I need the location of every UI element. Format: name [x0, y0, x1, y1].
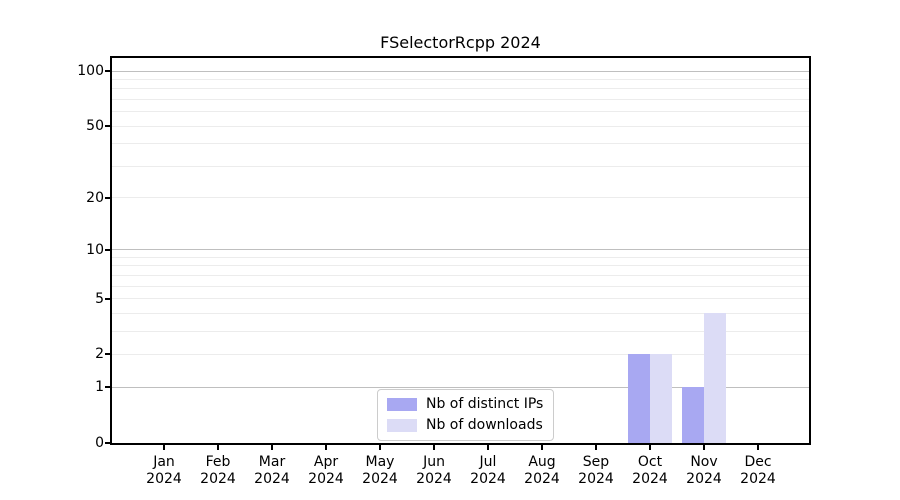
x-tick-label: Aug 2024	[500, 454, 584, 487]
x-tick	[487, 445, 489, 450]
y-tick	[105, 442, 110, 444]
x-tick	[325, 445, 327, 450]
y-minor-gridline	[112, 274, 809, 276]
legend-item-downloads: Nb of downloads	[387, 417, 543, 434]
x-tick-month: Aug	[528, 454, 556, 470]
x-tick-month: Mar	[258, 454, 286, 470]
y-minor-gridline	[112, 353, 809, 355]
legend: Nb of distinct IPs Nb of downloads	[377, 389, 555, 441]
x-tick-year: 2024	[416, 470, 452, 487]
y-tick-label: 50	[86, 118, 104, 135]
y-minor-gridline	[112, 298, 809, 300]
x-tick	[703, 445, 705, 450]
bar-downloads	[650, 354, 672, 443]
x-tick-month: Jul	[479, 454, 497, 470]
y-tick-label: 2	[95, 346, 104, 363]
x-tick-year: 2024	[524, 470, 560, 487]
y-minor-gridline	[112, 197, 809, 199]
y-minor-gridline	[112, 143, 809, 145]
x-tick-year: 2024	[146, 470, 182, 487]
y-tick-label: 10	[86, 241, 104, 258]
y-minor-gridline	[112, 285, 809, 287]
x-tick-month: Sep	[582, 454, 610, 470]
x-tick-year: 2024	[686, 470, 722, 487]
y-minor-gridline	[112, 330, 809, 332]
y-minor-gridline	[112, 79, 809, 81]
y-tick	[105, 196, 110, 199]
y-minor-gridline	[112, 99, 809, 101]
x-tick-year: 2024	[200, 470, 236, 487]
x-tick-label: Sep 2024	[554, 454, 638, 487]
y-tick	[105, 386, 110, 389]
y-minor-gridline	[112, 265, 809, 267]
y-tick-label: 0	[95, 435, 104, 451]
x-tick	[217, 445, 219, 450]
y-minor-gridline	[112, 125, 809, 127]
x-tick-year: 2024	[740, 470, 776, 487]
y-tick	[105, 248, 110, 251]
y-tick-label: 5	[95, 290, 104, 307]
plot-area: Nb of distinct IPs Nb of downloads	[112, 58, 809, 443]
y-tick-label: 20	[86, 189, 104, 206]
y-major-gridline	[112, 249, 809, 251]
x-tick	[757, 445, 759, 450]
x-tick	[271, 445, 273, 450]
y-minor-gridline	[112, 88, 809, 90]
y-tick-label: 1	[95, 379, 104, 396]
y-major-gridline	[112, 386, 809, 388]
legend-item-distinct-ips: Nb of distinct IPs	[387, 396, 543, 413]
x-tick-label: Jun 2024	[392, 454, 476, 487]
y-tick	[105, 297, 110, 300]
x-tick-label: Apr 2024	[284, 454, 368, 487]
x-tick-month: Jan	[153, 454, 175, 470]
x-tick-month: Dec	[744, 454, 772, 470]
x-tick	[433, 445, 435, 450]
x-tick-year: 2024	[254, 470, 290, 487]
x-tick-month: Oct	[637, 454, 663, 470]
y-major-gridline	[112, 70, 809, 72]
y-tick	[105, 125, 110, 128]
x-tick-year: 2024	[632, 470, 668, 487]
x-tick-label: Nov 2024	[662, 454, 746, 487]
x-tick	[379, 445, 381, 450]
x-tick-year: 2024	[362, 470, 398, 487]
y-minor-gridline	[112, 111, 809, 113]
x-tick-label: Jul 2024	[446, 454, 530, 487]
y-tick	[105, 70, 110, 73]
bar-distinct-ips	[628, 354, 650, 443]
x-tick	[649, 445, 651, 450]
y-minor-gridline	[112, 257, 809, 258]
bar-downloads	[704, 313, 726, 443]
x-tick-year: 2024	[308, 470, 344, 487]
x-tick-label: Mar 2024	[230, 454, 314, 487]
x-tick-label: May 2024	[338, 454, 422, 487]
x-tick-label: Feb 2024	[176, 454, 260, 487]
x-tick	[541, 445, 543, 450]
x-tick-label: Jan 2024	[122, 454, 206, 487]
x-tick-month: Jun	[423, 454, 445, 470]
x-tick-month: Feb	[205, 454, 231, 470]
legend-label-distinct-ips: Nb of distinct IPs	[426, 396, 544, 412]
y-minor-gridline	[112, 312, 809, 314]
y-tick-label: 100	[77, 63, 104, 80]
legend-swatch-downloads-icon	[387, 419, 417, 432]
x-tick-label: Oct 2024	[608, 454, 692, 487]
x-tick-year: 2024	[578, 470, 614, 487]
x-tick-month: May	[365, 454, 395, 470]
chart-title: FSelectorRcpp 2024	[380, 33, 541, 52]
bar-distinct-ips	[682, 387, 704, 443]
y-minor-gridline	[112, 165, 809, 167]
y-tick	[105, 353, 110, 356]
x-tick-year: 2024	[470, 470, 506, 487]
x-tick-month: Nov	[690, 454, 718, 470]
x-tick	[595, 445, 597, 450]
legend-swatch-distinct-ips-icon	[387, 398, 417, 411]
x-tick-label: Dec 2024	[716, 454, 800, 487]
x-tick-month: Apr	[313, 454, 339, 470]
legend-label-downloads: Nb of downloads	[426, 417, 543, 433]
x-tick	[163, 445, 165, 450]
